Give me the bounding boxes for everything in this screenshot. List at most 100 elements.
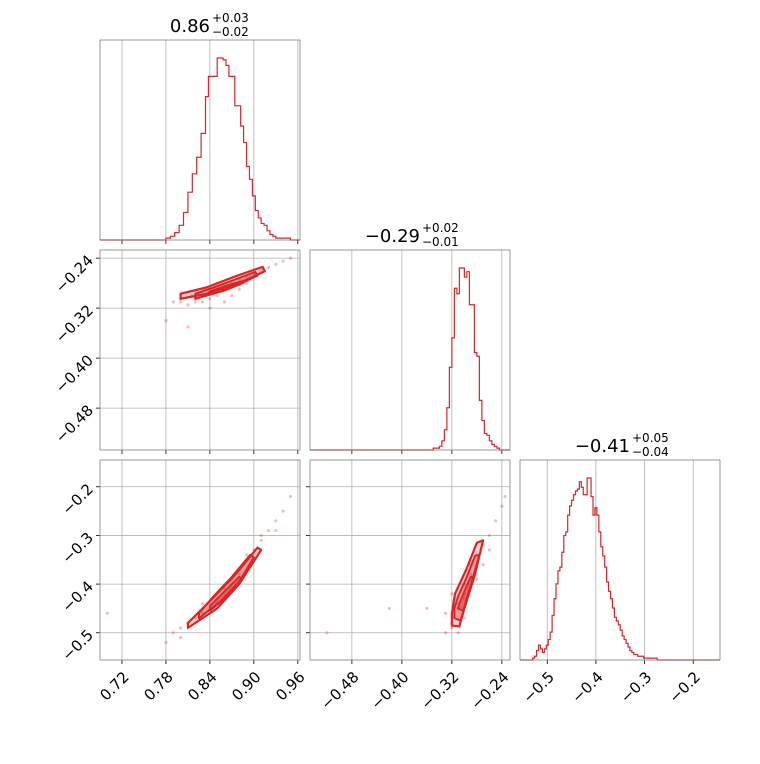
scatter-point-2-0-14 (274, 519, 278, 523)
title-plus-2: +0.05 (632, 431, 669, 445)
scatter-point-1-0-14 (215, 294, 219, 298)
y-tick-label-1-2: −0.32 (52, 301, 97, 346)
scatter-point-2-1-22 (481, 563, 485, 567)
scatter-point-1-0-35 (230, 294, 234, 298)
scatter-point-2-1-1 (450, 626, 454, 630)
y-tick-label-1-3: −0.24 (52, 251, 97, 296)
title-value-2: −0.41 (575, 436, 630, 457)
scatter-point-2-1-25 (462, 616, 466, 620)
panel-frame-2-2 (519, 459, 721, 661)
scatter-point-2-1-13 (500, 504, 504, 508)
panel-frame-0-0 (99, 39, 301, 241)
y-tick-label-2-3: −0.2 (59, 480, 97, 518)
title-plus-1: +0.02 (422, 221, 459, 235)
contour-1-0-2 (205, 279, 248, 297)
scatter-point-1-0-30 (288, 256, 293, 260)
x-tick-label-1-3: −0.24 (467, 668, 512, 713)
scatter-point-2-1-15 (387, 606, 391, 611)
scatter-point-1-0-11 (208, 297, 212, 301)
scatter-point-2-1-20 (475, 577, 479, 581)
scatter-point-2-0-21 (237, 572, 241, 576)
scatter-point-2-0-27 (244, 553, 249, 557)
x-tick-label-0-1: 0.78 (140, 668, 176, 704)
panel-frame-1-0 (99, 249, 301, 451)
panel-0-0 (121, 40, 299, 244)
scatter-point-1-0-27 (266, 265, 271, 270)
y-tick-label-1-1: −0.40 (52, 351, 97, 396)
scatter-2-1 (325, 494, 507, 635)
y-tick-label-2-2: −0.3 (59, 529, 97, 567)
panel-1-1 (351, 250, 503, 454)
title-value-0: 0.86 (170, 16, 210, 37)
scatter-point-1-0-1 (178, 300, 183, 304)
panel-frame-2-0 (99, 459, 301, 661)
scatter-point-2-1-18 (444, 611, 448, 615)
scatter-point-2-1-24 (456, 631, 460, 635)
histogram-0 (100, 57, 300, 241)
title-0: 0.86 +0.03−0.02 (170, 11, 249, 39)
x-tick-label-2-1: −0.4 (568, 668, 606, 706)
x-tick-label-0-4: 0.96 (272, 668, 308, 704)
x-tick-label-2-0: −0.5 (520, 668, 558, 706)
x-tick-label-0-0: 0.72 (96, 668, 132, 704)
histogram-1 (310, 267, 510, 451)
panel-2-1 (306, 460, 510, 664)
title-minus-2: −0.04 (632, 445, 669, 459)
title-value-1: −0.29 (365, 226, 420, 247)
scatter-point-1-0-29 (281, 259, 285, 263)
x-tick-label-1-2: −0.32 (417, 668, 462, 713)
x-tick-label-1-0: −0.48 (317, 668, 362, 713)
panel-2-0 (96, 460, 300, 664)
scatter-point-2-0-0 (171, 631, 175, 635)
scatter-point-2-0-19 (200, 601, 205, 606)
scatter-point-2-1-11 (487, 533, 491, 538)
panel-1-0 (96, 250, 300, 454)
scatter-point-2-0-24 (105, 611, 109, 615)
histogram-2 (520, 477, 720, 661)
scatter-point-2-0-13 (266, 528, 271, 533)
scatter-point-1-0-37 (237, 287, 241, 291)
scatter-point-1-0-5 (193, 300, 197, 304)
scatter-point-2-0-23 (274, 528, 278, 533)
scatter-point-2-0-17 (164, 640, 168, 645)
title-plus-0: +0.03 (212, 11, 249, 25)
x-tick-label-0-3: 0.90 (228, 668, 264, 704)
scatter-point-1-0-3 (186, 303, 190, 307)
scatter-point-2-0-18 (178, 636, 183, 640)
scatter-point-1-0-32 (164, 319, 168, 323)
scatter-point-2-0-1 (178, 626, 183, 630)
contour-2-0-0 (186, 546, 263, 629)
scatter-point-2-1-0 (444, 631, 448, 635)
contour-2-1-2 (457, 575, 475, 612)
y-tick-label-2-0: −0.5 (59, 626, 97, 664)
contour-2-0-1 (197, 553, 255, 620)
title-2: −0.41 +0.05−0.04 (575, 431, 669, 459)
scatter-point-2-1-17 (425, 606, 429, 611)
x-tick-label-0-2: 0.84 (184, 668, 220, 704)
y-tick-label-2-1: −0.4 (59, 577, 97, 615)
scatter-point-2-0-16 (288, 494, 293, 499)
scatter-point-2-1-19 (462, 597, 466, 601)
scatter-point-1-0-28 (274, 262, 278, 266)
title-minus-1: −0.01 (422, 235, 459, 249)
contour-1-0-0 (179, 265, 266, 300)
contour-2-0-2 (208, 575, 244, 612)
x-tick-label-1-1: −0.40 (367, 668, 412, 713)
x-tick-label-2-2: −0.3 (617, 668, 655, 706)
title-minus-0: −0.02 (212, 25, 249, 39)
scatter-point-1-0-0 (171, 300, 175, 304)
scatter-point-2-0-12 (259, 538, 263, 542)
scatter-point-2-1-12 (494, 519, 498, 523)
scatter-point-2-1-14 (503, 494, 507, 499)
scatter-point-2-1-16 (325, 631, 329, 635)
scatter-point-2-1-7 (469, 572, 473, 576)
panel-frame-2-1 (309, 459, 511, 661)
scatter-point-1-0-38 (200, 300, 205, 304)
y-tick-label-1-0: −0.48 (52, 401, 97, 446)
scatter-point-1-0-31 (186, 325, 190, 329)
panel-frame-1-1 (309, 249, 511, 451)
title-1: −0.29 +0.02−0.01 (365, 221, 459, 249)
panel-2-2 (546, 460, 694, 664)
scatter-point-1-0-36 (222, 300, 227, 304)
